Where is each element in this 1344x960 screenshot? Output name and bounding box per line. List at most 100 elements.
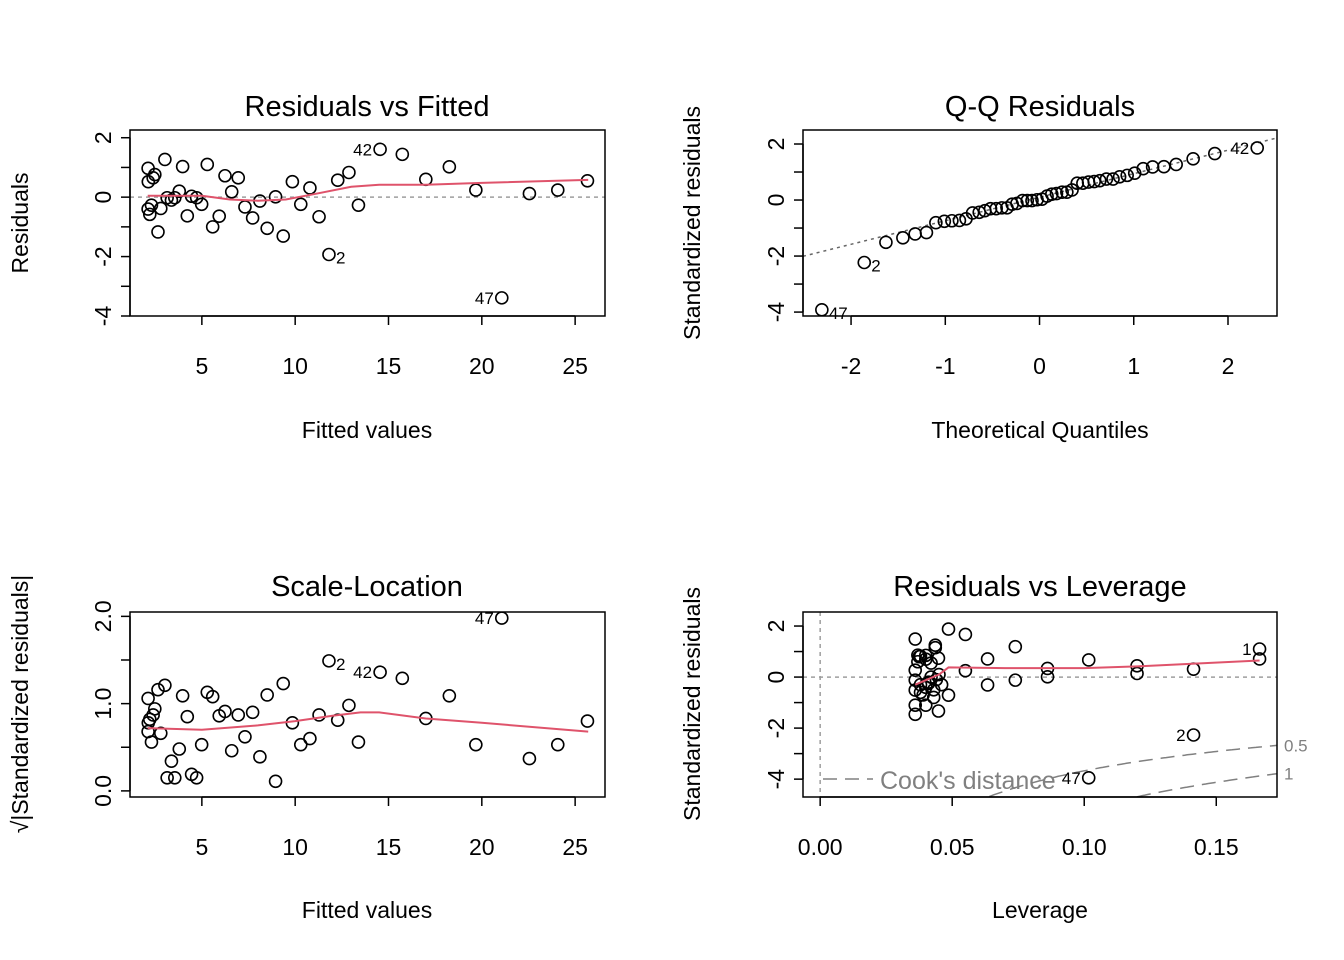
- x-tick-label: 1: [1127, 353, 1140, 379]
- data-point: [189, 771, 204, 785]
- data-point: [815, 303, 829, 316]
- data-point: [142, 712, 157, 727]
- panel-qq-residuals: Q-Q Residuals Theoretical Quantiles Stan…: [679, 91, 1278, 443]
- data-point: [931, 651, 946, 665]
- data-point: [1106, 172, 1120, 186]
- data-point: [268, 774, 283, 789]
- data-point: [580, 714, 595, 728]
- y-tick-label: 2: [763, 138, 789, 151]
- data-point: [1081, 771, 1096, 785]
- cooks-distance-contour: [1136, 772, 1277, 797]
- data-point: [151, 225, 165, 239]
- data-point: [926, 690, 941, 705]
- data-point: [989, 201, 1003, 216]
- data-point: [941, 622, 956, 636]
- data-point: [879, 235, 893, 250]
- data-point: [1025, 193, 1039, 208]
- data-point: [494, 291, 509, 305]
- data-point: [164, 754, 179, 769]
- data-point: [522, 186, 537, 201]
- x-tick-label: 2: [1222, 353, 1235, 379]
- data-point: [919, 225, 934, 240]
- x-tick-label: 0.10: [1062, 834, 1107, 860]
- data-point: [303, 731, 317, 746]
- data-point: [142, 207, 157, 222]
- y-tick-label: 0: [763, 671, 789, 684]
- data-point: [351, 735, 366, 749]
- y-axis-label: Residuals: [7, 173, 33, 274]
- panel-title: Scale-Location: [271, 571, 463, 603]
- panel-title: Q-Q Residuals: [945, 91, 1135, 123]
- data-point: [167, 190, 182, 205]
- data-point: [908, 663, 923, 677]
- point-label: 2: [871, 256, 880, 275]
- data-point: [908, 707, 923, 722]
- y-tick-label: -2: [763, 718, 789, 738]
- y-tick-label: 1.0: [90, 688, 116, 720]
- point-label: 2: [336, 248, 345, 267]
- plot-area: [803, 137, 1277, 316]
- data-point: [268, 190, 283, 204]
- data-point: [419, 172, 433, 187]
- data-point: [312, 209, 326, 224]
- data-point: [1120, 168, 1134, 183]
- data-point: [913, 685, 928, 700]
- x-axis-label: Leverage: [992, 897, 1088, 923]
- panel-scale-location: Scale-Location Fitted values √|Standardi…: [7, 571, 606, 923]
- data-point: [167, 771, 182, 785]
- data-point: [194, 737, 209, 752]
- data-point: [312, 708, 326, 722]
- cooks-level-label: 0.5: [1284, 736, 1308, 755]
- data-point: [253, 750, 267, 764]
- data-point: [896, 231, 910, 245]
- data-point: [442, 160, 457, 174]
- x-tick-label: 15: [376, 834, 402, 860]
- data-point: [231, 708, 246, 722]
- point-label: 47: [475, 609, 494, 628]
- data-point: [1112, 169, 1127, 184]
- data-point: [260, 221, 274, 236]
- data-point: [469, 183, 483, 197]
- data-point: [1015, 193, 1030, 208]
- data-point: [373, 142, 387, 157]
- data-point: [1093, 173, 1107, 188]
- x-tick-label: 15: [376, 353, 402, 379]
- qq-reference-line: [803, 137, 1277, 258]
- data-point: [330, 173, 345, 188]
- data-point: [148, 167, 162, 182]
- data-point: [160, 771, 174, 785]
- data-point: [945, 213, 959, 228]
- smoother-line: [914, 659, 1260, 686]
- data-point: [932, 667, 946, 682]
- y-tick-label: 2: [90, 131, 116, 144]
- y-tick-label: 2.0: [90, 600, 116, 632]
- data-point: [937, 214, 952, 229]
- data-point: [164, 193, 179, 207]
- point-label: 47: [475, 289, 494, 308]
- data-point: [908, 632, 923, 646]
- data-point: [153, 726, 168, 741]
- data-point: [194, 197, 209, 212]
- data-point: [285, 174, 300, 189]
- data-point: [1020, 193, 1035, 208]
- data-point: [1130, 666, 1144, 681]
- data-point: [146, 708, 160, 722]
- point-label: 47: [829, 304, 848, 323]
- data-point: [952, 213, 967, 228]
- data-point: [238, 729, 252, 744]
- panel-residuals-vs-leverage: Residuals vs Leverage Leverage Standardi…: [679, 571, 1308, 923]
- data-point: [342, 165, 356, 180]
- data-point: [351, 198, 366, 212]
- y-axis-label: Standardized residuals: [679, 106, 705, 340]
- data-point: [1169, 157, 1183, 172]
- x-tick-label: 0: [1033, 353, 1046, 379]
- y-tick-label: -2: [90, 246, 116, 266]
- data-point: [931, 704, 946, 718]
- data-point: [276, 676, 291, 691]
- x-tick-label: 0.05: [930, 834, 975, 860]
- data-point: [245, 705, 260, 720]
- x-axis-label: Fitted values: [302, 417, 432, 443]
- data-point: [218, 168, 232, 183]
- point-label: 1: [1242, 640, 1251, 659]
